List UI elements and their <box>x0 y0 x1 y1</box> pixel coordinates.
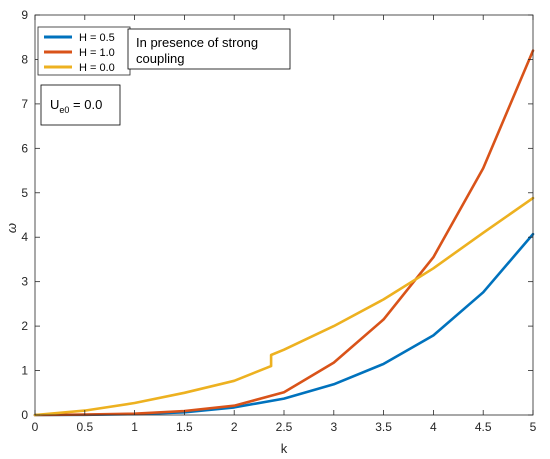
x-tick-label: 1.5 <box>176 420 193 434</box>
series-line-0 <box>33 232 535 417</box>
y-tick-label: 9 <box>21 8 28 22</box>
x-tick-label: 4 <box>430 420 437 434</box>
y-axis-label: ω <box>4 223 19 233</box>
y-tick-label: 5 <box>21 186 28 200</box>
coupling-annotation: In presence of strong coupling <box>127 28 291 70</box>
series-layer <box>33 49 535 417</box>
coupling-annotation-line2: coupling <box>136 51 184 66</box>
y-tick-label: 2 <box>21 319 28 333</box>
ue0-main: U <box>50 97 59 112</box>
x-tick-label: 2.5 <box>276 420 293 434</box>
series-line-2 <box>33 196 535 417</box>
ue0-annotation: Ue0 = 0.0 <box>40 84 121 126</box>
legend: H = 0.5 H = 1.0 H = 0.0 <box>37 26 131 76</box>
x-tick-label: 2 <box>231 420 238 434</box>
x-tick-label: 3.5 <box>375 420 392 434</box>
x-axis-label: k <box>281 441 288 456</box>
legend-label-h05: H = 0.5 <box>79 32 115 44</box>
y-tick-label: 4 <box>21 230 28 244</box>
x-tick-label: 1 <box>131 420 138 434</box>
y-tick-label: 0 <box>21 408 28 422</box>
legend-label-h00: H = 0.0 <box>79 62 115 74</box>
series-line-1 <box>33 49 535 417</box>
y-tick-label: 6 <box>21 141 28 155</box>
ue0-rest: = 0.0 <box>69 97 102 112</box>
y-axis-ticks: 0 1 2 3 4 5 6 7 8 9 <box>21 8 533 422</box>
x-tick-label: 0 <box>32 420 39 434</box>
y-tick-label: 8 <box>21 52 28 66</box>
x-tick-label: 5 <box>530 420 537 434</box>
coupling-annotation-line1: In presence of strong <box>136 35 258 50</box>
x-tick-label: 3 <box>330 420 337 434</box>
legend-label-h10: H = 1.0 <box>79 47 115 59</box>
coupling-annotation-box <box>127 28 291 70</box>
x-tick-label: 0.5 <box>76 420 93 434</box>
ue0-subscript: e0 <box>59 105 69 115</box>
x-tick-label: 4.5 <box>475 420 492 434</box>
ue0-annotation-text: Ue0 = 0.0 <box>50 97 102 115</box>
x-axis-ticks: 0 0.5 1 1.5 2 2.5 3 3.5 4 4.5 5 <box>32 15 537 434</box>
ue0-annotation-box <box>40 84 121 126</box>
y-tick-label: 7 <box>21 97 28 111</box>
y-tick-label: 3 <box>21 275 28 289</box>
y-tick-label: 1 <box>21 364 28 378</box>
